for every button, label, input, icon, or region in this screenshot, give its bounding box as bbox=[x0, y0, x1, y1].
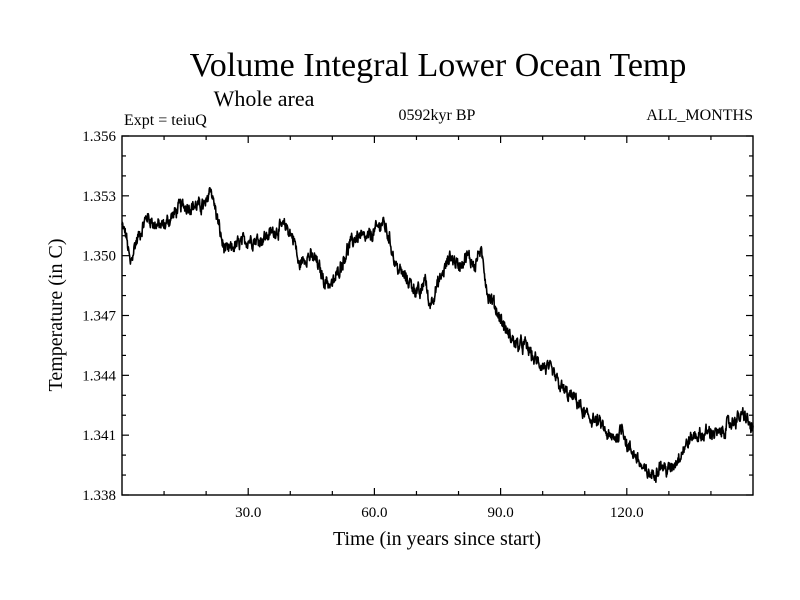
tick-label-group: 1.338 1.341 1.344 1.347 1.350 1.353 1.356 30.0 6… bbox=[82, 129, 643, 521]
x-tick-label: 30.0 bbox=[235, 505, 261, 521]
experiment-label: Expt = teiuQ bbox=[124, 112, 207, 129]
y-tick-label: 1.356 bbox=[82, 129, 116, 145]
y-tick-label: 1.353 bbox=[82, 189, 116, 205]
y-tick-label: 1.341 bbox=[82, 428, 116, 444]
x-tick-label: 120.0 bbox=[610, 505, 644, 521]
y-tick-label: 1.347 bbox=[82, 309, 116, 325]
y-axis-label: Temperature (in C) bbox=[45, 239, 67, 392]
x-axis-label: Time (in years since start) bbox=[333, 528, 541, 550]
x-tick-label: 90.0 bbox=[487, 505, 513, 521]
period-label: 0592kyr BP bbox=[399, 107, 476, 124]
series-line bbox=[121, 186, 754, 484]
season-label: ALL_MONTHS bbox=[646, 107, 753, 124]
y-tick-label: 1.344 bbox=[82, 368, 116, 384]
x-tick-label: 60.0 bbox=[361, 505, 387, 521]
chart-title: Volume Integral Lower Ocean Temp bbox=[190, 47, 687, 84]
chart-subtitle: Whole area bbox=[214, 86, 315, 111]
y-tick-label: 1.350 bbox=[82, 249, 116, 265]
y-tick-label: 1.338 bbox=[82, 488, 116, 504]
tick-group bbox=[122, 135, 753, 496]
plot-frame bbox=[121, 135, 754, 496]
